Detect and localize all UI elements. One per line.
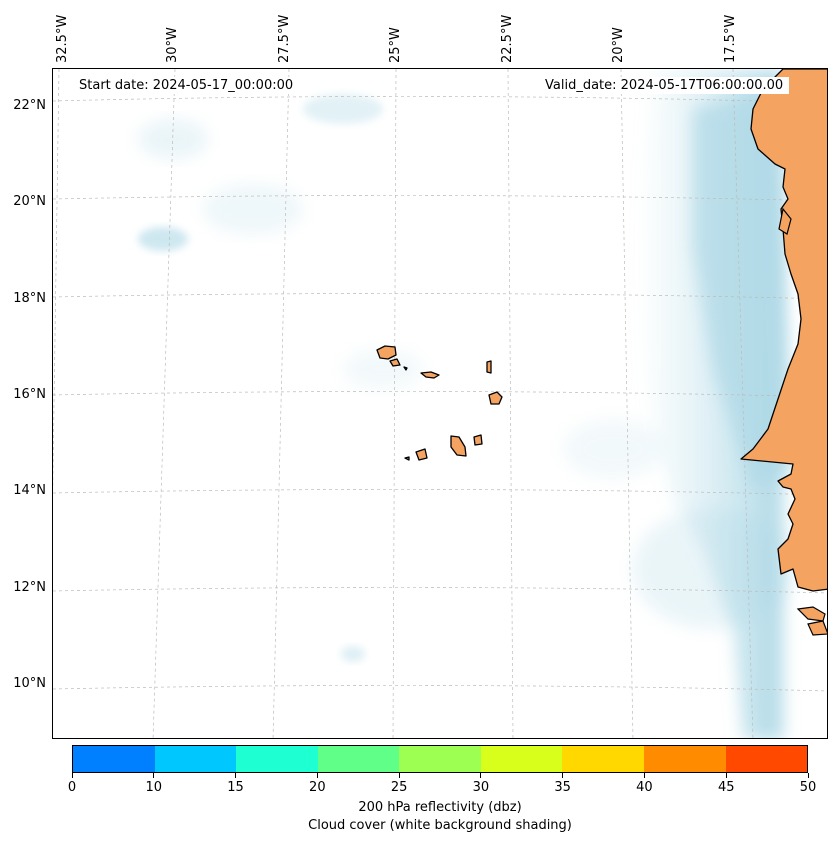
island-brava	[404, 456, 410, 461]
lon-label: 20°W	[611, 27, 626, 63]
island-sao-vicente	[389, 358, 401, 367]
island-boa-vista	[488, 391, 503, 405]
colorbar-tick-label: 35	[554, 780, 571, 795]
colorbar-tick-label: 20	[309, 780, 326, 795]
valid-date-label: Valid_date: 2024-05-17T06:00:00.00	[539, 77, 790, 94]
lon-label: 25°W	[388, 27, 403, 63]
lon-label: 22.5°W	[500, 14, 515, 63]
colorbar-tick	[643, 773, 645, 778]
lat-label: 16°N	[13, 387, 46, 402]
lat-label: 10°N	[13, 676, 46, 691]
lon-label: 30°W	[165, 27, 180, 63]
colorbar-segment	[562, 746, 644, 772]
colorbar-segment	[725, 746, 808, 772]
island-santa-luzia	[403, 366, 408, 371]
lon-label: 17.5°W	[723, 14, 738, 63]
colorbar-tick	[725, 773, 727, 778]
colorbar-tick	[235, 773, 237, 778]
colorbar-segment	[154, 746, 237, 772]
lat-label: 14°N	[13, 483, 46, 498]
colorbar-tick-label: 40	[636, 780, 653, 795]
cloud-cover-shading	[138, 69, 793, 738]
island-santo-antao	[376, 345, 397, 360]
colorbar-tick-label: 10	[145, 780, 163, 795]
colorbar-tick-label: 30	[472, 780, 490, 795]
map-canvas[interactable]: Start date: 2024-05-17_00:00:00 Valid_da…	[52, 68, 828, 739]
colorbar-tick	[71, 773, 73, 778]
lon-label: 32.5°W	[55, 14, 70, 63]
colorbar-segment	[73, 746, 155, 772]
colorbar-segment	[236, 746, 318, 772]
island-sal	[486, 360, 492, 374]
island-maio	[473, 434, 483, 446]
colorbar-segment	[480, 746, 563, 772]
start-date-label: Start date: 2024-05-17_00:00:00	[73, 77, 300, 94]
colorbar-tick-label: 15	[227, 780, 244, 795]
colorbar-sublabel: Cloud cover (white background shading)	[308, 818, 572, 833]
colorbar-tick-label: 45	[717, 780, 735, 795]
colorbar-segment	[643, 746, 726, 772]
lon-label: 27.5°W	[277, 14, 292, 63]
island-fogo	[415, 448, 428, 461]
colorbar-tick	[480, 773, 482, 778]
colorbar-tick-label: 0	[67, 780, 77, 795]
island-sao-nicolau	[420, 371, 440, 379]
lat-label: 20°N	[13, 194, 46, 209]
map-layers	[53, 69, 827, 738]
island-santiago	[450, 435, 467, 457]
colorbar-tick-label: 50	[799, 780, 817, 795]
lat-label: 18°N	[13, 291, 46, 306]
colorbar-label: 200 hPa reflectivity (dbz)	[358, 800, 522, 815]
colorbar-tick-label: 25	[390, 780, 408, 795]
colorbar-tick	[398, 773, 400, 778]
colorbar-segment	[317, 746, 400, 772]
cabo-verde-islands	[376, 345, 503, 461]
lat-label: 12°N	[13, 580, 46, 595]
colorbar-tick	[562, 773, 564, 778]
africa-land	[740, 69, 827, 636]
reflectivity-colorbar	[72, 745, 808, 773]
graticule	[53, 69, 827, 738]
colorbar-tick	[807, 773, 809, 778]
colorbar-segment	[399, 746, 481, 772]
lat-label: 22°N	[13, 98, 46, 113]
colorbar-tick	[316, 773, 318, 778]
colorbar-tick	[153, 773, 155, 778]
